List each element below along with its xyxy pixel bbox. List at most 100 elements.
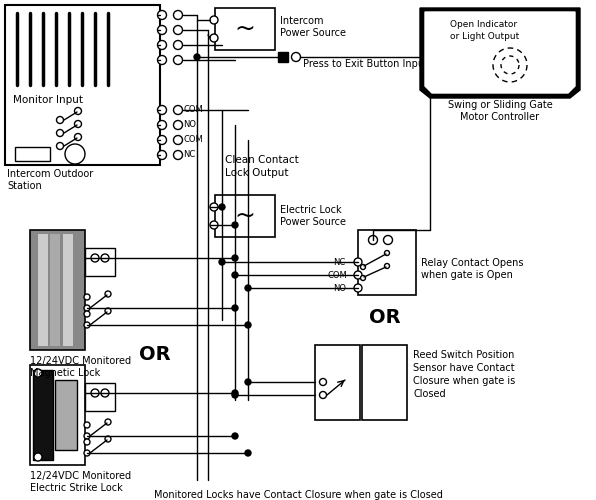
Bar (215, 195, 275, 237)
Circle shape (361, 264, 365, 270)
Text: Monitor Input: Monitor Input (13, 95, 83, 105)
Bar (215, 8, 275, 50)
Text: Power Source: Power Source (280, 217, 346, 227)
Circle shape (173, 56, 182, 64)
Circle shape (74, 120, 82, 128)
Text: Monitored Locks have Contact Closure when gate is Closed: Monitored Locks have Contact Closure whe… (154, 490, 442, 500)
Text: Lock Output: Lock Output (225, 168, 288, 178)
Circle shape (232, 222, 238, 228)
Circle shape (194, 54, 200, 60)
Bar (85, 248, 115, 276)
Text: NO: NO (333, 284, 346, 293)
Bar (315, 345, 360, 420)
Bar (432, 14, 532, 46)
Circle shape (105, 419, 111, 425)
Circle shape (354, 271, 362, 279)
Text: or Light Output: or Light Output (450, 32, 519, 41)
Circle shape (91, 254, 99, 262)
Circle shape (74, 134, 82, 140)
Circle shape (384, 264, 390, 268)
Circle shape (173, 150, 182, 160)
Circle shape (232, 272, 238, 278)
Circle shape (101, 254, 109, 262)
Circle shape (210, 221, 218, 229)
Bar (55, 380, 77, 450)
Circle shape (319, 392, 327, 398)
Bar (85, 383, 115, 411)
Circle shape (232, 305, 238, 311)
Text: Closed: Closed (413, 389, 446, 399)
Text: Magnetic Lock: Magnetic Lock (30, 368, 100, 378)
Circle shape (84, 450, 90, 456)
Circle shape (245, 450, 251, 456)
Text: Closure when gate is: Closure when gate is (413, 376, 516, 386)
Bar (30, 230, 85, 350)
Circle shape (157, 40, 166, 50)
Text: ~: ~ (235, 17, 256, 41)
Circle shape (173, 106, 182, 114)
Text: NC: NC (183, 150, 195, 159)
Text: Motor Controller: Motor Controller (461, 112, 539, 122)
Circle shape (57, 142, 64, 150)
Text: Sensor have Contact: Sensor have Contact (413, 363, 514, 373)
Circle shape (34, 369, 42, 377)
Text: when gate is Open: when gate is Open (421, 270, 513, 280)
Text: Open Indicator: Open Indicator (450, 20, 517, 29)
Circle shape (84, 439, 90, 445)
Circle shape (173, 40, 182, 50)
Circle shape (57, 116, 64, 123)
Text: OR: OR (139, 345, 171, 364)
Circle shape (157, 10, 166, 20)
Circle shape (84, 322, 90, 328)
Circle shape (157, 120, 166, 130)
Circle shape (34, 453, 42, 461)
Text: NO: NO (183, 120, 196, 129)
Circle shape (74, 108, 82, 114)
Text: Power Source: Power Source (280, 28, 346, 38)
Circle shape (354, 258, 362, 266)
Circle shape (437, 20, 445, 28)
Polygon shape (425, 12, 575, 93)
Circle shape (173, 136, 182, 144)
Text: COM: COM (183, 105, 203, 114)
Circle shape (210, 16, 218, 24)
Bar (358, 230, 416, 295)
Circle shape (84, 433, 90, 439)
Circle shape (173, 26, 182, 35)
Circle shape (105, 436, 111, 442)
Text: Relay Contact Opens: Relay Contact Opens (421, 258, 523, 268)
Text: Station: Station (7, 181, 42, 191)
Text: ~: ~ (235, 204, 256, 228)
Text: COM: COM (328, 271, 347, 280)
Circle shape (245, 322, 251, 328)
Bar (362, 345, 407, 420)
Bar (278, 52, 288, 62)
Circle shape (245, 379, 251, 385)
Circle shape (157, 136, 166, 144)
Bar (30, 365, 85, 465)
Text: Press to Exit Button Input: Press to Exit Button Input (303, 59, 428, 69)
Circle shape (384, 250, 390, 256)
Circle shape (210, 203, 218, 211)
Circle shape (157, 150, 166, 160)
Text: NC: NC (333, 258, 345, 267)
Circle shape (84, 305, 90, 311)
Text: Intercom: Intercom (280, 16, 324, 26)
Circle shape (232, 433, 238, 439)
Circle shape (157, 56, 166, 64)
Circle shape (173, 120, 182, 130)
Circle shape (361, 276, 365, 280)
Circle shape (91, 389, 99, 397)
Bar (33, 370, 53, 460)
Circle shape (157, 106, 166, 114)
Circle shape (291, 52, 300, 62)
Circle shape (383, 236, 393, 244)
Circle shape (219, 204, 225, 210)
Circle shape (232, 255, 238, 261)
Bar (5, 5, 160, 165)
Text: Swing or Sliding Gate: Swing or Sliding Gate (448, 100, 552, 110)
Text: Electric Lock: Electric Lock (280, 205, 342, 215)
Circle shape (84, 422, 90, 428)
Text: COM: COM (183, 135, 203, 144)
Bar (63, 234, 73, 346)
